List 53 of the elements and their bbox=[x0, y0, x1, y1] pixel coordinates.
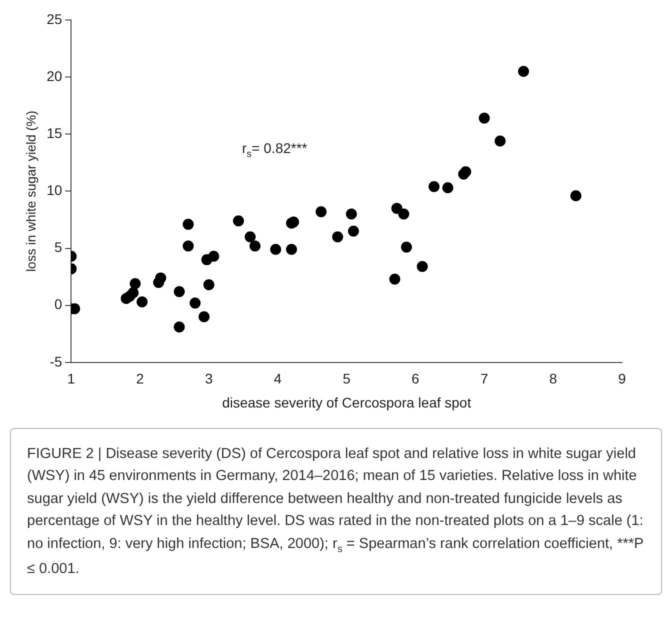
point bbox=[174, 286, 185, 298]
x-tick-label: 3 bbox=[204, 370, 213, 387]
text: FIGURE 2 | Disease severity (DS) of Cercospora leaf spot and relative loss in white sugar yield (WSY) in 45 environments in Germany, 2014–2016; mean of 15 varieties. Relative loss in white sugar yield (WSY) is the yield difference between healthy and non-treated fungicide levels as percentage of WSY in the healthy level. DS was rated in the non-treated plots on a 1–9 scale (1: no infection, 9: very high infection; BSA, 2000); r$_{s}$ = Spearman’s rank correlation coefficient, ***P ≤ 0.001. bbox=[27, 446, 644, 576]
point bbox=[208, 250, 220, 262]
point bbox=[190, 298, 201, 309]
y-tick-label: 25 bbox=[46, 10, 62, 27]
point bbox=[198, 311, 210, 322]
annotation: r$_{s}$= 0.82*** bbox=[242, 140, 308, 160]
x-tick-label: 8 bbox=[549, 370, 558, 387]
y-tick-label: 10 bbox=[46, 182, 62, 198]
x-tick-label: 4 bbox=[274, 370, 282, 387]
point bbox=[203, 279, 214, 290]
point bbox=[348, 226, 359, 237]
point bbox=[130, 278, 141, 290]
point bbox=[400, 242, 412, 253]
point bbox=[316, 206, 327, 218]
point bbox=[128, 287, 139, 298]
point bbox=[518, 66, 530, 77]
point bbox=[136, 296, 148, 308]
point bbox=[398, 208, 410, 220]
point bbox=[428, 181, 440, 192]
x-tick-label: 5 bbox=[342, 370, 351, 387]
y-axis-title: loss in white sugar yield (%) bbox=[23, 110, 38, 272]
y-tick-label: 0 bbox=[54, 296, 62, 312]
x-tick-label: 1 bbox=[67, 370, 76, 387]
point bbox=[286, 244, 298, 255]
x-tick-label: 7 bbox=[480, 370, 488, 387]
point bbox=[232, 215, 244, 226]
point bbox=[346, 208, 357, 220]
point bbox=[182, 240, 194, 252]
point bbox=[460, 166, 472, 178]
point bbox=[442, 182, 454, 194]
point bbox=[244, 231, 256, 242]
point bbox=[478, 112, 490, 124]
x-tick-label: 6 bbox=[412, 370, 420, 387]
point bbox=[332, 231, 344, 242]
point bbox=[250, 240, 261, 252]
x-tick-label: 9 bbox=[618, 370, 626, 387]
x-axis-title: disease severity of Cercospora leaf spot bbox=[222, 394, 472, 410]
y-tick-label: 20 bbox=[46, 68, 62, 84]
point bbox=[570, 190, 582, 202]
point bbox=[155, 272, 166, 284]
point bbox=[270, 244, 282, 255]
y-tick-label: 15 bbox=[46, 124, 62, 141]
y-tick-label: -5 bbox=[50, 353, 62, 370]
point bbox=[389, 274, 400, 285]
x-tick-label: 2 bbox=[136, 370, 144, 387]
point bbox=[494, 135, 506, 146]
point bbox=[174, 322, 185, 333]
point bbox=[391, 202, 402, 214]
y-tick-label: 5 bbox=[54, 239, 62, 256]
point bbox=[182, 218, 194, 230]
point bbox=[416, 261, 428, 272]
